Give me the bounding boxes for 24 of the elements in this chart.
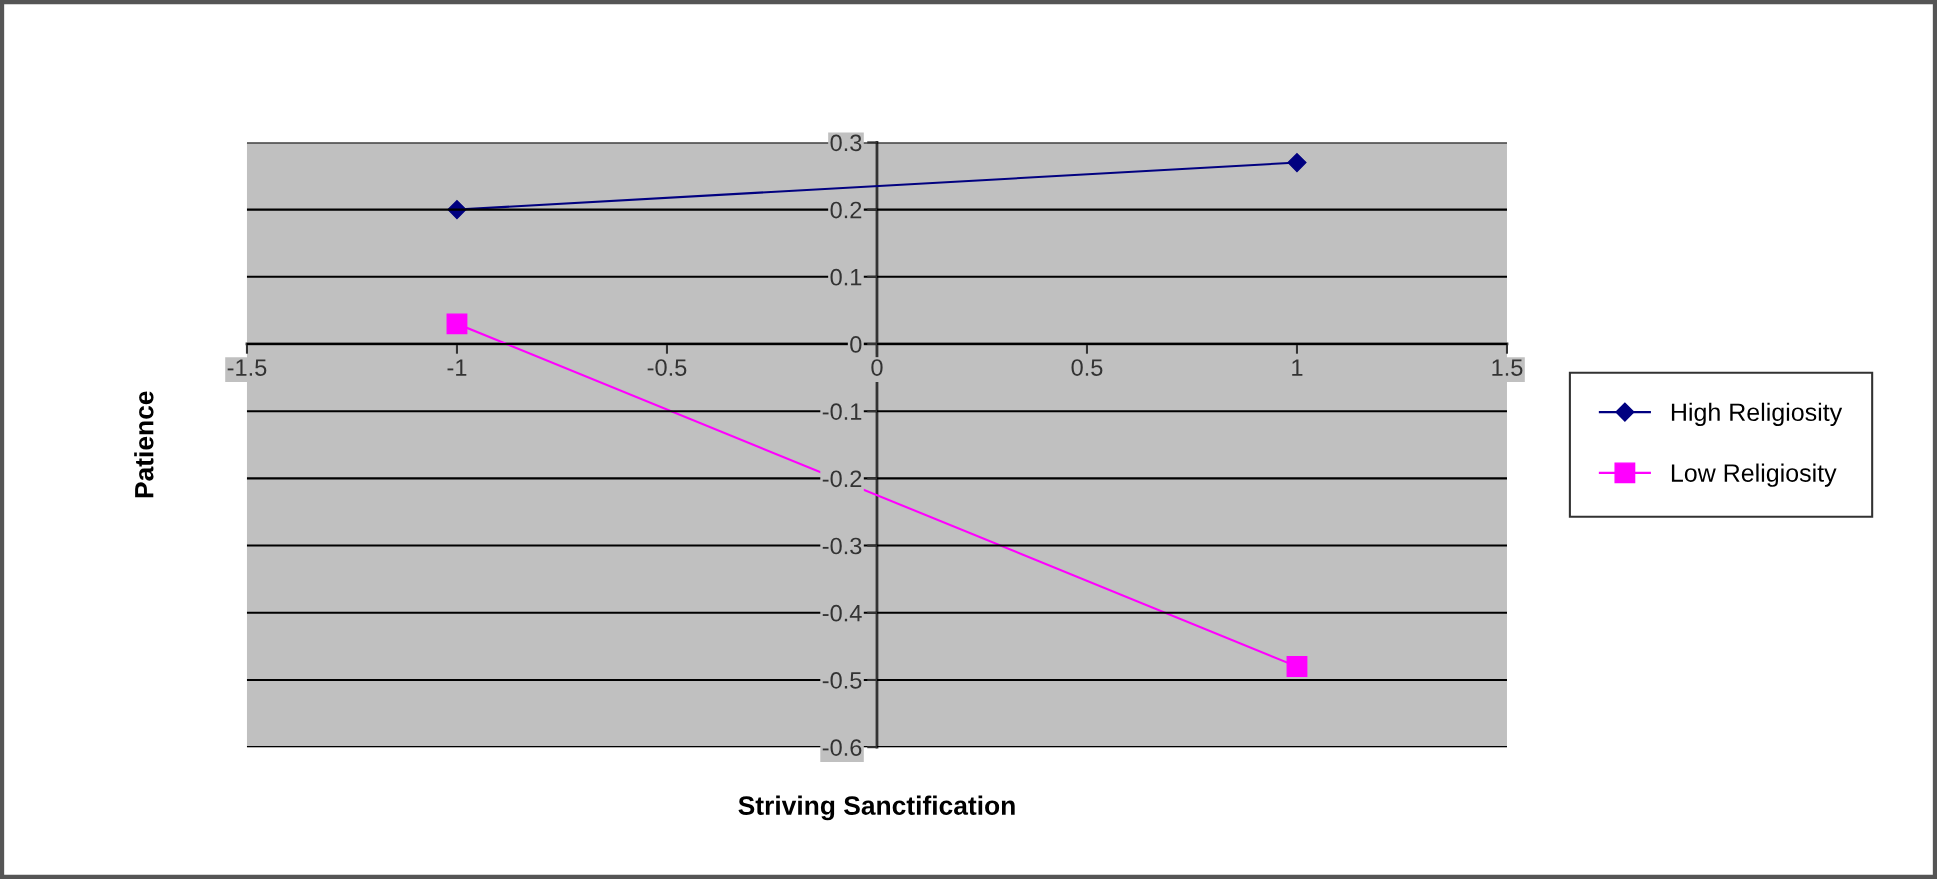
y-tick-label: -0.5 [822,672,862,689]
x-axis-title: Striving Sanctification [738,795,1015,821]
y-axis-title: Patience [134,391,154,498]
x-tick-label: -1 [447,359,467,376]
x-tick-label: 1.5 [1492,359,1523,376]
point [1287,153,1307,173]
legend-label: High Religiosity [1671,402,1843,427]
y-tick-label: 0.3 [830,134,862,152]
point [1286,656,1308,677]
y-tick-label: -0.4 [822,604,862,622]
y-tick-label: -0.3 [822,537,862,555]
y-tick-label: 0.1 [830,268,862,286]
x-tick-label: -1.5 [227,359,267,376]
x-tick-label: -0.5 [647,359,687,376]
y-tick-label: 0 [850,336,862,353]
legend-label: Low Religiosity [1671,463,1837,487]
y-tick-label: 0.2 [830,201,862,219]
y-tick-label: -0.2 [822,470,862,488]
x-tick-label: 0.5 [1071,359,1103,376]
y-tick-label: -0.6 [822,739,862,756]
x-tick-label: 0 [871,359,883,376]
y-tick-label: -0.1 [822,403,862,420]
x-tick-label: 1 [1292,359,1303,376]
point [446,313,468,335]
